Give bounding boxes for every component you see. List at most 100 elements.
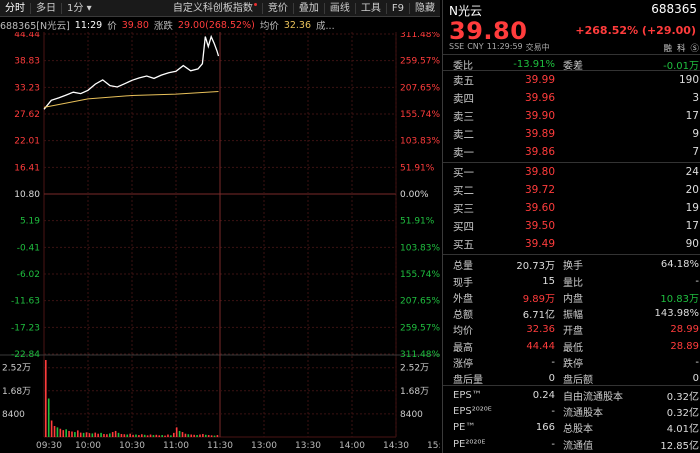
divider [385,2,387,14]
volume-bar [85,432,88,437]
bid-row[interactable]: 买二 39.72 20 [453,181,699,199]
bid-level-label: 买三 [453,202,474,215]
period-dropdown[interactable]: 1分 ▾ [62,0,97,17]
stat-value: 12.85亿 [660,440,699,452]
stat-value: 9.89万 [522,293,555,305]
y-tick-label: 10.80 [14,190,40,200]
volume-bar [82,432,85,437]
divider [354,2,356,14]
divider [30,2,31,14]
overlay-button[interactable]: 叠加 [298,2,319,14]
star-market-tag[interactable]: 科 [676,44,686,54]
bid-row[interactable]: 买四 39.50 17 [453,217,699,235]
stat-value: 44.44 [526,340,555,352]
ask-row[interactable]: 卖三 39.90 17 [453,107,699,125]
ask-row[interactable]: 卖四 39.96 3 [453,89,699,107]
volume-bar [129,433,131,437]
tab-multi-day[interactable]: 多日 [36,2,56,14]
intraday-chart[interactable]: 44.44 311.48% 38.83 259.57% 33.23 207.65% 27.6… [0,32,440,453]
ask-volume: 7 [692,146,699,158]
ask-row[interactable]: 卖二 39.89 9 [453,125,699,143]
bid-row[interactable]: 买五 39.49 90 [453,235,699,253]
y-tick-label: -11.63 [11,297,40,307]
volume-tick-label-right: 2.52万 [400,364,429,374]
volume-bar [146,435,149,437]
bid-volume: 24 [685,166,699,178]
avg-value: 32.36 [283,19,312,31]
volume-tick-label: 8400 [2,410,25,420]
bid-row[interactable]: 买一 39.80 24 [453,163,699,181]
quote-header: N光云 688365 [449,2,697,18]
tab-intraday[interactable]: 分时 [5,2,25,14]
ask-row[interactable]: 卖五 39.99 190 [453,71,699,89]
y-pct-tick-label: 51.91% [400,217,435,227]
volume-bar [199,434,201,437]
stat-value: 0 [548,373,555,385]
x-tick-label: 15:00 [427,441,440,451]
y-tick-label: -17.23 [11,323,40,333]
stats-row: 涨停 - 跌停 - [453,354,699,372]
margin-tag[interactable]: 融 [663,44,672,54]
ask-price: 39.89 [524,128,555,140]
bid-price: 39.60 [524,202,555,214]
chart-info-bar: 688365[N光云] 11:29 价 39.80 涨跌 29.00(268.5… [0,18,440,33]
y-pct-tick-label: 51.91% [400,163,435,173]
volume-bar [190,434,193,437]
stat-value: 143.98% [654,308,700,320]
price-line [43,34,220,110]
price-value: 39.80 [121,19,149,31]
ask-row[interactable]: 卖一 39.86 7 [453,143,699,161]
avg-label: 均价 [259,21,279,32]
bid-price: 39.49 [524,238,555,250]
chart-canvas[interactable]: 44.44 311.48% 38.83 259.57% 33.23 207.65% 27.6… [0,32,440,453]
ask-volume: 3 [692,92,699,104]
auction-button[interactable]: 竞价 [267,2,288,14]
y-tick-label: -0.41 [17,243,40,253]
hide-button[interactable]: 隐藏 [415,2,435,14]
volume-bar [193,434,195,437]
stat-label: 外盘 [453,293,473,305]
volume-bar [155,434,158,437]
volume-bar [213,435,216,437]
volume-bar [172,432,175,437]
y-tick-label: 33.23 [14,83,40,93]
volume-bar [120,433,123,437]
volume-bar [68,430,70,437]
volume-tick-label: 2.52万 [2,364,31,374]
y-tick-label: -22.84 [11,350,40,360]
volume-bar [138,435,140,437]
stat-label: 换手 [563,261,583,273]
stats-row: EPS™ 0.24 自由流通股本 0.32亿 [453,386,699,404]
stat-value: - [551,357,555,369]
stat-value: 20.73万 [516,261,555,273]
y-pct-tick-label: 103.83% [400,243,440,253]
stat-label: EPS™ [453,389,482,401]
notification-dot-icon [253,2,257,6]
y-pct-tick-label: 0.00% [400,190,429,200]
volume-bar [204,434,207,437]
volume-bar [158,435,161,437]
stat-label: 盘后量 [453,375,483,387]
f9-button[interactable]: F9 [391,2,404,14]
divider [61,2,62,14]
ask-volume: 190 [678,74,699,86]
draw-line-button[interactable]: 画线 [329,2,350,14]
tools-button[interactable]: 工具 [360,2,381,14]
stat-label: 总量 [453,261,473,273]
volume-bar [167,434,169,437]
volume-bar [126,434,129,437]
y-pct-tick-label: 311.48% [400,350,440,360]
stock-connect-icon[interactable]: Ⓢ [690,44,699,54]
divider [292,2,294,14]
bid-level-label: 买四 [453,220,474,233]
ask-volume: 9 [692,128,699,140]
stat-label: 流通股本 [563,407,603,419]
ask-level-label: 卖二 [453,128,474,141]
ask-level-label: 卖五 [453,74,474,87]
bid-row[interactable]: 买三 39.60 19 [453,199,699,217]
volume-bar [91,433,94,437]
bid-volume: 20 [685,184,699,196]
custom-index-button[interactable]: 自定义科创板指数 [168,0,262,17]
stat-label: 内盘 [563,293,583,305]
